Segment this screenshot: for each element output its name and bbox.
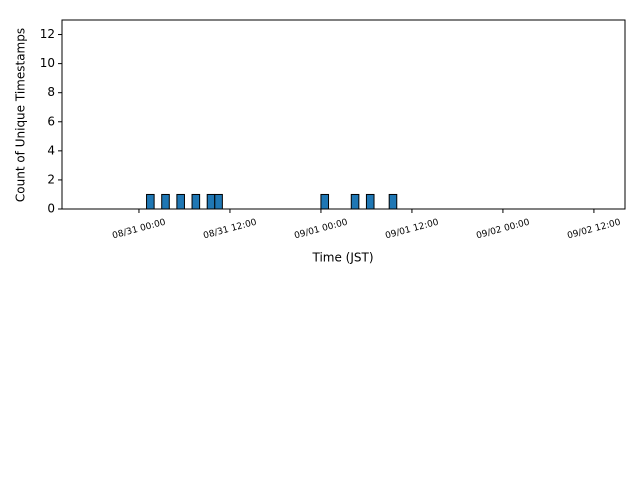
- plot-frame: [61, 19, 626, 210]
- bar: [365, 193, 375, 210]
- y-tick-label: 4: [47, 143, 55, 157]
- y-tick-label: 12: [40, 27, 55, 41]
- bar: [320, 193, 330, 210]
- y-tick-label: 0: [47, 202, 55, 216]
- bar: [191, 193, 201, 210]
- y-tick-label: 2: [47, 172, 55, 186]
- y-tick-label: 10: [40, 56, 55, 70]
- x-tick-label: 08/31 00:00: [111, 217, 167, 241]
- x-tick-label: 08/31 12:00: [202, 217, 258, 241]
- y-tick-label: 8: [47, 85, 55, 99]
- bar: [206, 193, 216, 210]
- y-tick-label: 6: [47, 114, 55, 128]
- bar: [214, 193, 223, 210]
- y-axis-label: Count of Unique Timestamps: [14, 28, 28, 202]
- x-tick-label: 09/01 00:00: [293, 217, 349, 241]
- bar: [161, 193, 170, 210]
- bar: [146, 193, 155, 210]
- x-axis-label: Time (JST): [311, 251, 373, 265]
- bar: [176, 193, 185, 210]
- x-tick-label: 09/01 12:00: [384, 217, 440, 241]
- x-tick-label: 09/02 00:00: [475, 217, 531, 241]
- bar: [350, 193, 360, 210]
- bar: [388, 193, 398, 210]
- x-tick-label: 09/02 12:00: [566, 217, 622, 241]
